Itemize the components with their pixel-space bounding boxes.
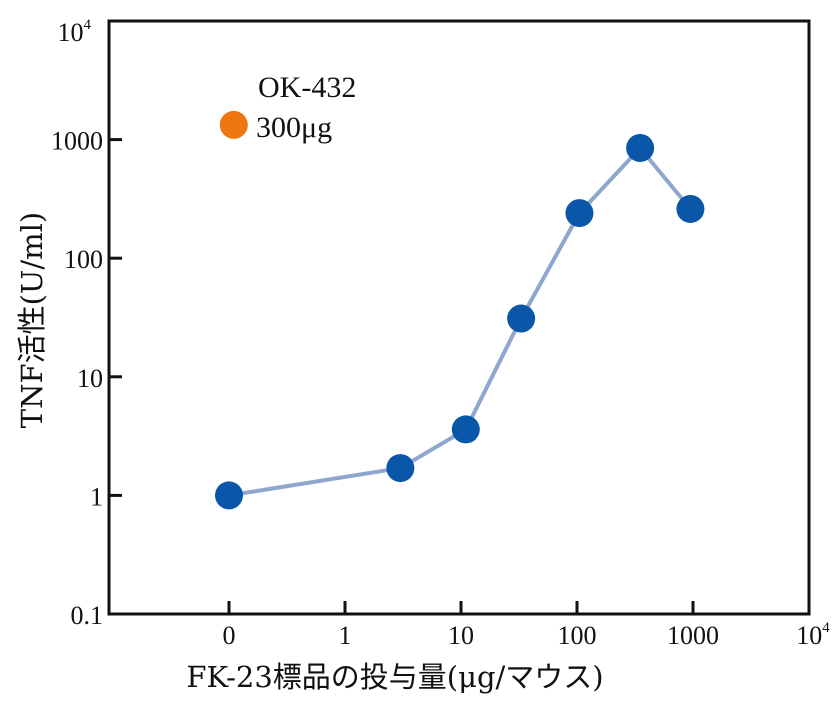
series-line-fk-23 — [228, 144, 692, 498]
data-point-fk-23 — [451, 415, 480, 444]
x-tick-label: 10 — [448, 621, 474, 650]
x-tick-label: 104 — [796, 620, 830, 650]
data-point-fk-23 — [565, 199, 594, 228]
annotation-ok432-name: OK-432 — [258, 71, 356, 104]
series-layer — [215, 110, 705, 510]
y-tick-label: 104 — [58, 17, 92, 47]
y-tick-label: 1000 — [51, 127, 103, 156]
x-axis-ticks: 0 1 10 100 1000 104 — [223, 601, 830, 650]
y-tick-label: 100 — [64, 245, 103, 274]
plot-frame — [107, 19, 811, 616]
data-point-ok-432 — [219, 110, 248, 139]
y-tick-label: 1 — [90, 482, 103, 511]
y-tick-label: 10 — [77, 364, 103, 393]
data-point-fk-23 — [507, 304, 536, 333]
y-axis-ticks: 0.1 1 10 100 1000 104 — [51, 17, 122, 630]
x-tick-label: 0 — [223, 621, 236, 650]
x-tick-label: 100 — [558, 621, 597, 650]
data-point-fk-23 — [215, 481, 243, 510]
annotation-ok432-dose: 300μg — [256, 111, 332, 144]
x-tick-label: 1 — [339, 621, 352, 650]
y-axis-title: TNF活性(U/ml) — [15, 212, 49, 428]
data-point-fk-23 — [626, 133, 655, 162]
x-tick-label: 1000 — [667, 621, 719, 650]
x-axis-title: FK-23標品の投与量(μg/マウス) — [186, 660, 603, 694]
data-point-fk-23 — [386, 454, 415, 483]
y-tick-label: 0.1 — [71, 601, 104, 630]
data-point-fk-23 — [676, 194, 705, 223]
